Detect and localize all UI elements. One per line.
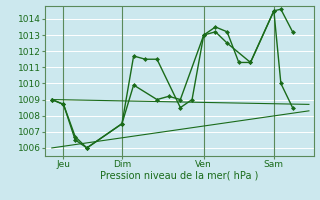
X-axis label: Pression niveau de la mer( hPa ): Pression niveau de la mer( hPa ): [100, 171, 258, 181]
